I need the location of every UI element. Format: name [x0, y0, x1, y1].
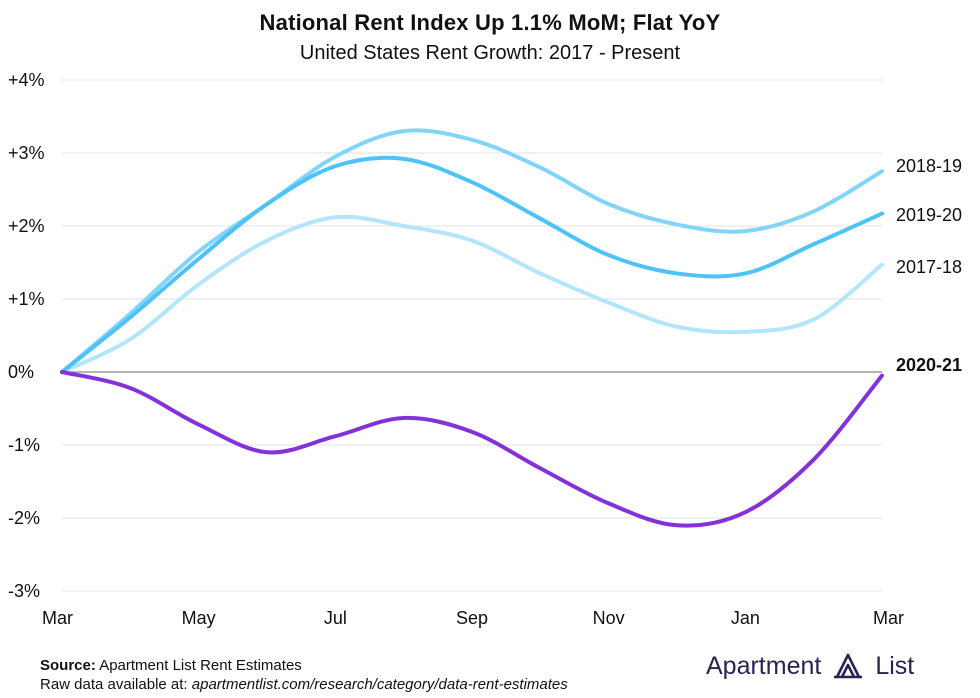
series-line-2018-19: [60, 128, 884, 374]
apartment-list-logo-icon: [834, 653, 863, 679]
x-tick-label: Mar: [873, 608, 904, 628]
y-tick-label: 0%: [8, 362, 34, 382]
series-labels: 2017-18 2018-19 2019-20 2020-21: [896, 156, 962, 375]
x-tick-label: Nov: [593, 608, 625, 628]
y-tick-label: +4%: [8, 70, 45, 90]
raw-data-url: apartmentlist.com/research/category/data…: [191, 676, 568, 693]
series-line-2019-20: [60, 155, 884, 374]
x-tick-label: Mar: [42, 608, 73, 628]
chart-title: National Rent Index Up 1.1% MoM; Flat Yo…: [259, 10, 721, 35]
y-tick-label: -2%: [8, 508, 40, 528]
chart-subtitle: United States Rent Growth: 2017 - Presen…: [299, 42, 681, 64]
source-label: Source:: [40, 657, 96, 674]
x-tick-label: Jul: [324, 608, 347, 628]
rent-growth-chart: +4% +3% +2% +1% 0% -1% -2% -3% Mar May Jul Sep Nov J…: [8, 70, 962, 628]
x-tick-label: Jan: [731, 608, 760, 628]
x-axis-ticks: Mar May Jul Sep Nov Jan Mar: [42, 608, 904, 628]
x-tick-label: Sep: [456, 608, 488, 628]
raw-data-label: Raw data available at:: [40, 676, 188, 693]
series-label-2019-20: 2019-20: [896, 205, 962, 225]
source-text: Apartment List Rent Estimates: [99, 657, 302, 674]
y-axis-ticks: +4% +3% +2% +1% 0% -1% -2% -3%: [8, 70, 45, 601]
gridlines: [62, 79, 882, 592]
y-tick-label: +2%: [8, 216, 45, 236]
source-note: Source: Apartment List Rent Estimates Ra…: [40, 656, 568, 694]
series-lines: [60, 128, 884, 528]
logo-word-list: List: [875, 651, 915, 680]
y-tick-label: -3%: [8, 581, 40, 601]
series-label-2017-18: 2017-18: [896, 257, 962, 277]
apartment-list-logo: Apartment List: [706, 646, 914, 686]
x-tick-label: May: [182, 608, 216, 628]
logo-word-apartment: Apartment: [706, 651, 822, 680]
y-tick-label: +3%: [8, 143, 45, 163]
y-tick-label: -1%: [8, 435, 40, 455]
series-line-2017-18: [60, 214, 884, 374]
y-tick-label: +1%: [8, 289, 45, 309]
series-label-2018-19: 2018-19: [896, 156, 962, 176]
series-line-2020-21: [60, 370, 884, 528]
series-label-2020-21: 2020-21: [896, 355, 962, 375]
